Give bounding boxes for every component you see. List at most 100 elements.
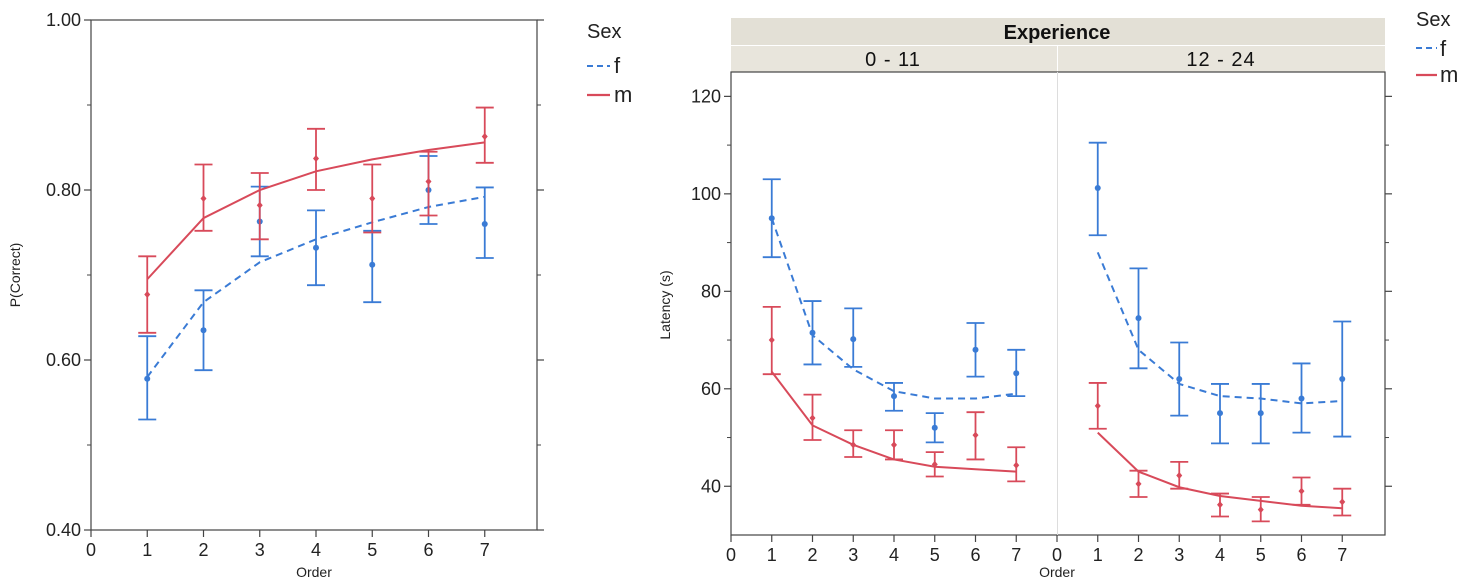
data-point-m (1094, 402, 1101, 410)
facet-header-bar (731, 18, 1385, 45)
data-point-m (369, 195, 376, 202)
x-tick-label: 4 (311, 540, 321, 560)
left-panel: 0.40 0.60 0.80 1.00 0 1 2 3 4 5 6 7 Order P(Correct… (7, 10, 632, 580)
left-y-axis-title: P(Correct) (7, 243, 23, 308)
x-tick-label: 1 (142, 540, 152, 560)
left-legend-label-f: f (614, 53, 621, 78)
data-point-m (1135, 480, 1142, 488)
data-point-f (1339, 376, 1346, 383)
x-tick-label: 5 (1256, 545, 1266, 565)
right-axes: 40 60 80 100 120 0 1 2 3 4 5 6 7 0 1 2 3 4 5 6 7 (691, 86, 1392, 565)
y-tick-label: 0.60 (46, 350, 81, 370)
data-point-m (1339, 498, 1346, 506)
data-point-f (1257, 410, 1264, 417)
data-point-f (1217, 410, 1223, 417)
data-point-m (1013, 461, 1020, 469)
x-tick-label: 2 (807, 545, 817, 565)
facet-level-bar-2 (1058, 46, 1385, 72)
y-tick-label: 120 (691, 86, 721, 106)
right-y-axis-title: Latency (s) (657, 270, 673, 339)
x-tick-label: 4 (889, 545, 899, 565)
data-point-m (425, 178, 432, 185)
data-point-f (931, 424, 938, 431)
data-point-m (891, 441, 897, 449)
x-tick-label: 0 (726, 545, 736, 565)
x-tick-label: 6 (1296, 545, 1306, 565)
facet-title: Experience (1004, 22, 1111, 44)
right-x-axis-title: Order (1039, 564, 1075, 580)
left-legend: Sex f m (587, 21, 632, 107)
x-tick-label: 1 (767, 545, 777, 565)
data-point-m (1298, 487, 1305, 495)
x-tick-label: 5 (367, 540, 377, 560)
y-tick-label: 0.80 (46, 180, 81, 200)
facet-level-2: 12 - 24 (1186, 49, 1255, 71)
data-point-f (850, 336, 857, 343)
fit-line-f (1096, 251, 1343, 405)
data-point-f (1094, 184, 1101, 191)
y-tick-label: 1.00 (46, 10, 81, 30)
right-legend: Sex f m (1416, 9, 1458, 87)
x-tick-label: 3 (255, 540, 265, 560)
data-point-f (313, 244, 319, 251)
data-point-m (768, 336, 775, 344)
x-tick-label: 0 (86, 540, 96, 560)
x-tick-label: 7 (480, 540, 490, 560)
left-plot-frame (90, 19, 538, 531)
x-tick-label: 2 (1133, 545, 1143, 565)
data-point-f (1013, 370, 1020, 377)
right-legend-label-f: f (1440, 36, 1447, 61)
data-point-m (1217, 501, 1223, 509)
data-point-f (891, 393, 897, 400)
y-tick-label: 80 (701, 281, 721, 301)
data-point-m (200, 195, 207, 202)
x-tick-label: 6 (970, 545, 980, 565)
x-tick-label: 5 (930, 545, 940, 565)
x-tick-label: 7 (1337, 545, 1347, 565)
left-legend-label-m: m (614, 82, 632, 107)
data-point-m (972, 431, 979, 439)
left-x-axis-title: Order (296, 564, 332, 580)
data-point-m (1257, 506, 1264, 514)
data-point-f (1135, 315, 1142, 322)
right-legend-label-m: m (1440, 62, 1458, 87)
x-tick-label: 3 (848, 545, 858, 565)
y-tick-label: 60 (701, 379, 721, 399)
data-point-f (768, 215, 775, 222)
data-point-m (809, 414, 816, 422)
data-point-m (481, 132, 488, 140)
left-series (138, 106, 494, 421)
y-tick-label: 40 (701, 476, 721, 496)
x-tick-label: 6 (423, 540, 433, 560)
x-tick-label: 7 (1011, 545, 1021, 565)
data-point-f (481, 221, 488, 227)
x-tick-label: 2 (198, 540, 208, 560)
x-tick-label: 4 (1215, 545, 1225, 565)
x-tick-label: 0 (1052, 545, 1062, 565)
facet-level-1: 0 - 11 (865, 49, 921, 71)
right-series (762, 141, 1352, 523)
data-point-f (972, 346, 979, 353)
y-tick-label: 0.40 (46, 520, 81, 540)
data-point-f (1298, 395, 1305, 402)
data-point-f (369, 261, 376, 268)
x-tick-label: 3 (1174, 545, 1184, 565)
left-axes: 0.40 0.60 0.80 1.00 0 1 2 3 4 5 6 7 (46, 10, 544, 560)
data-point-f (144, 375, 151, 382)
y-tick-label: 100 (691, 184, 721, 204)
data-point-m (850, 441, 857, 449)
data-point-m (144, 291, 151, 299)
data-point-m (931, 460, 938, 468)
right-legend-title: Sex (1416, 9, 1450, 31)
data-point-f (200, 327, 207, 334)
left-legend-title: Sex (587, 21, 621, 43)
data-point-m (1176, 472, 1183, 480)
data-point-f (809, 329, 816, 336)
data-point-f (1176, 376, 1183, 383)
facet-level-bar-1 (731, 46, 1057, 72)
data-point-m (256, 201, 263, 209)
fit-line-f (770, 217, 1017, 400)
x-tick-label: 1 (1093, 545, 1103, 565)
